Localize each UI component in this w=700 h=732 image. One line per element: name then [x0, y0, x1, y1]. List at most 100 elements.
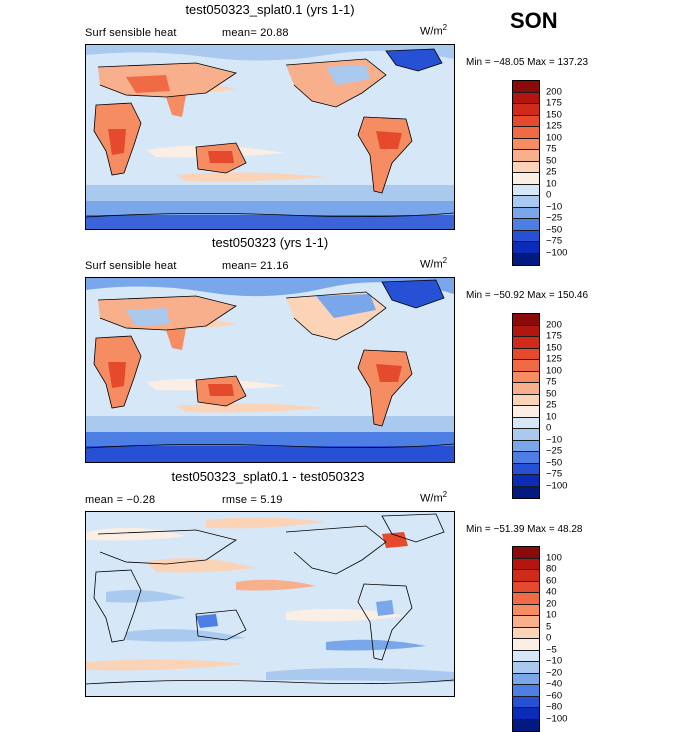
colorbar-swatch: [513, 486, 539, 498]
units-label: W/m2: [420, 256, 448, 271]
colorbar-swatch: [513, 685, 539, 697]
colorbar-swatch: [513, 558, 539, 570]
colorbar-swatch: [513, 593, 539, 605]
colorbar-swatch: [513, 650, 539, 662]
colorbar-tick-label: 80: [546, 563, 557, 575]
colorbar-swatch: [513, 138, 539, 150]
colorbar-swatch: [513, 616, 539, 628]
panel-title: test050323 (yrs 1-1): [211, 235, 329, 250]
mean-label: mean= 21.16: [222, 260, 289, 272]
colorbar-tick-label: −25: [546, 212, 563, 224]
colorbar-swatch: [513, 360, 539, 372]
colorbar-swatch: [513, 662, 539, 674]
colorbar-swatch: [513, 196, 539, 208]
colorbar-swatch: [513, 673, 539, 685]
colorbar-tick-label: 25: [546, 166, 557, 178]
colorbar-tick-label: −75: [546, 468, 563, 480]
colorbar-swatch: [513, 115, 539, 127]
colorbar-tick-label: −25: [546, 445, 563, 457]
colorbar-swatch: [513, 627, 539, 639]
colorbar-tick-label: −20: [546, 667, 563, 678]
variable-label: Surf sensible heat: [85, 27, 177, 39]
colorbar-swatch: [513, 314, 539, 326]
mean-label: mean= 20.88: [222, 27, 289, 39]
colorbar: [512, 313, 540, 499]
colorbar-swatch: [513, 242, 539, 254]
colorbar-tick-label: 150: [546, 342, 562, 353]
colorbar-swatch: [513, 150, 539, 162]
colorbar-tick-label: 0: [546, 189, 552, 201]
colorbar-swatch: [513, 639, 539, 651]
colorbar-tick-label: 75: [546, 376, 557, 388]
contour-map: [86, 278, 454, 462]
colorbar-tick-label: 20: [546, 598, 557, 609]
map-panel-3: [85, 511, 455, 697]
colorbar-tick-label: −5: [546, 644, 557, 655]
panel-title: test050323_splat0.1 - test050323: [171, 469, 365, 484]
colorbar-swatch: [513, 463, 539, 475]
colorbar-tick-label: 100: [546, 132, 562, 143]
colorbar-tick-label: 75: [546, 143, 557, 155]
colorbar-swatch: [513, 696, 539, 708]
colorbar: [512, 80, 540, 266]
units-label: W/m2: [420, 490, 448, 505]
colorbar-swatch: [513, 406, 539, 418]
season-label: SON: [510, 8, 558, 33]
colorbar-tick-label: 175: [546, 330, 562, 342]
colorbar-tick-label: −10: [546, 655, 563, 667]
colorbar-tick-label: 25: [546, 399, 557, 411]
colorbar-swatch: [513, 127, 539, 139]
colorbar-swatch: [513, 104, 539, 116]
colorbar-swatch: [513, 253, 539, 265]
map-panel-2: [85, 277, 455, 463]
colorbar-tick-label: 200: [546, 319, 562, 330]
panel-title: test050323_splat0.1 (yrs 1-1): [185, 2, 355, 17]
colorbar-tick-label: 150: [546, 109, 562, 120]
contour-map: [86, 45, 454, 229]
colorbar-tick-label: −100: [546, 480, 568, 491]
colorbar-swatch: [513, 173, 539, 185]
colorbar-tick-label: 100: [546, 365, 562, 376]
colorbar-tick-label: −80: [546, 701, 563, 713]
colorbar-swatch: [513, 230, 539, 242]
colorbar-tick-label: −10: [546, 201, 563, 212]
colorbar-swatch: [513, 348, 539, 360]
colorbar-tick-label: 60: [546, 575, 557, 586]
map-panel-1: [85, 44, 455, 230]
colorbar-tick-label: 10: [546, 609, 557, 621]
contour-map: [86, 512, 454, 696]
colorbar-swatch: [513, 581, 539, 593]
colorbar-tick-label: 50: [546, 388, 557, 399]
colorbar-swatch: [513, 161, 539, 173]
colorbar-tick-label: −10: [546, 434, 563, 445]
colorbar-swatch: [513, 371, 539, 383]
colorbar-tick-label: −100: [546, 247, 568, 258]
colorbar-tick-label: 175: [546, 97, 562, 109]
colorbar-swatch: [513, 207, 539, 219]
colorbar-tick-label: 50: [546, 155, 557, 166]
colorbar-swatch: [513, 719, 539, 731]
minmax-label: Min = −50.92 Max = 150.46: [466, 290, 589, 301]
colorbar-tick-label: 10: [546, 411, 557, 422]
colorbar-tick-label: −50: [546, 457, 563, 468]
colorbar-tick-label: −40: [546, 678, 563, 690]
colorbar-swatch: [513, 383, 539, 395]
colorbar-tick-label: 125: [546, 120, 562, 132]
colorbar-tick-label: 40: [546, 586, 557, 598]
colorbar-swatch: [513, 92, 539, 104]
colorbar-tick-label: −100: [546, 713, 568, 724]
colorbar-tick-label: 10: [546, 178, 557, 189]
colorbar-tick-label: 200: [546, 86, 562, 97]
colorbar-tick-label: −50: [546, 224, 563, 235]
colorbar-tick-label: −75: [546, 235, 563, 247]
colorbar-swatch: [513, 394, 539, 406]
colorbar-swatch: [513, 547, 539, 559]
colorbar-tick-label: 125: [546, 353, 562, 365]
colorbar-tick-label: −60: [546, 690, 563, 701]
colorbar-tick-label: 100: [546, 552, 562, 563]
colorbar-swatch: [513, 708, 539, 720]
minmax-label: Min = −51.39 Max = 48.28: [466, 524, 583, 535]
colorbar: [512, 546, 540, 732]
colorbar-swatch: [513, 417, 539, 429]
mean-label: mean = −0.28: [85, 494, 156, 506]
